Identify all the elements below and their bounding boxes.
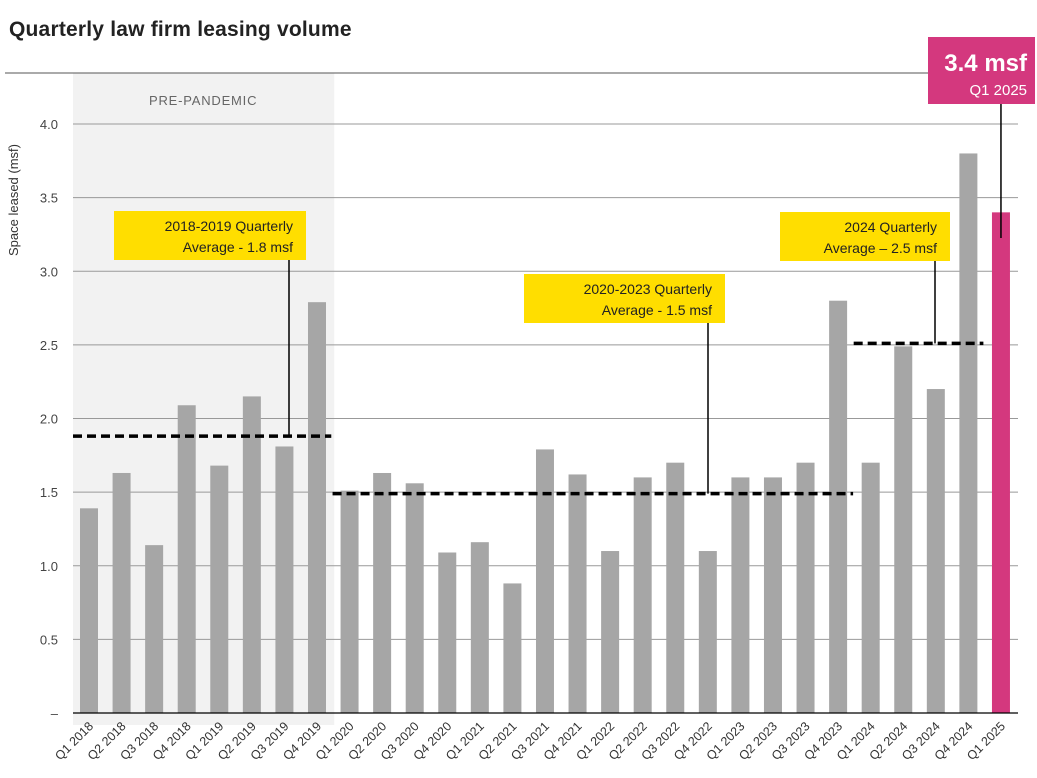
y-tick-label: 3.5 [40, 191, 58, 206]
y-tick-label: 0.5 [40, 632, 58, 647]
y-tick-label: 1.5 [40, 485, 58, 500]
bar-q4-2019 [307, 302, 326, 713]
highlight-value: 3.4 msf [944, 50, 1028, 77]
y-tick-label: 2.5 [40, 338, 58, 353]
bar-q2-2022 [633, 477, 652, 713]
bar-q3-2018 [145, 545, 164, 713]
bar-q2-2021 [503, 583, 522, 713]
bar-q1-2021 [470, 542, 489, 713]
average-callout-line2: Average - 1.5 msf [602, 302, 712, 318]
bar-q1-2023 [731, 477, 750, 713]
bar-q1-2020 [340, 490, 359, 713]
bar-q4-2020 [438, 552, 457, 713]
bar-q3-2022 [666, 462, 685, 713]
pre-pandemic-shading [73, 73, 335, 725]
pre-pandemic-label: PRE-PANDEMIC [149, 93, 257, 108]
bar-q3-2020 [405, 483, 424, 713]
average-callout-line2: Average - 1.8 msf [183, 239, 293, 255]
bar-q3-2023 [796, 462, 815, 713]
y-axis-label: Space leased (msf) [6, 144, 21, 256]
bar-q1-2025 [991, 212, 1010, 713]
bar-q1-2018 [80, 508, 98, 713]
bar-q4-2018 [177, 405, 196, 713]
average-callout-box [114, 211, 306, 260]
bar-q1-2024 [861, 462, 880, 713]
average-callout-line1: 2018-2019 Quarterly [165, 218, 293, 234]
y-tick-label: – [51, 706, 59, 721]
y-tick-label: 1.0 [40, 559, 58, 574]
y-tick-label: 3.0 [40, 264, 58, 279]
chart-title: Quarterly law firm leasing volume [9, 18, 352, 41]
bar-q2-2020 [373, 472, 392, 713]
bar-q4-2023 [829, 300, 848, 713]
y-tick-label: 2.0 [40, 412, 58, 427]
average-callout-box [780, 212, 950, 261]
bar-q1-2022 [601, 551, 620, 713]
y-tick-label: 4.0 [40, 117, 58, 132]
bar-q4-2024 [959, 153, 978, 713]
average-callout-line2: Average – 2.5 msf [824, 240, 937, 256]
highlight-period: Q1 2025 [969, 82, 1027, 99]
bar-q4-2022 [698, 551, 717, 713]
average-callout-line1: 2024 Quarterly [844, 219, 937, 235]
bar-q2-2019 [242, 396, 261, 713]
bar-q2-2023 [763, 477, 782, 713]
average-callout-box [524, 274, 725, 323]
bar-q2-2018 [112, 472, 131, 713]
bar-q3-2024 [926, 389, 945, 713]
bar-q1-2019 [210, 465, 229, 713]
bar-q4-2021 [568, 474, 587, 713]
average-callout-line1: 2020-2023 Quarterly [584, 281, 712, 297]
highlight-callout-box [928, 37, 1035, 104]
bar-q3-2021 [535, 449, 554, 713]
bar-q3-2019 [275, 446, 294, 713]
bar-q2-2024 [894, 346, 913, 713]
